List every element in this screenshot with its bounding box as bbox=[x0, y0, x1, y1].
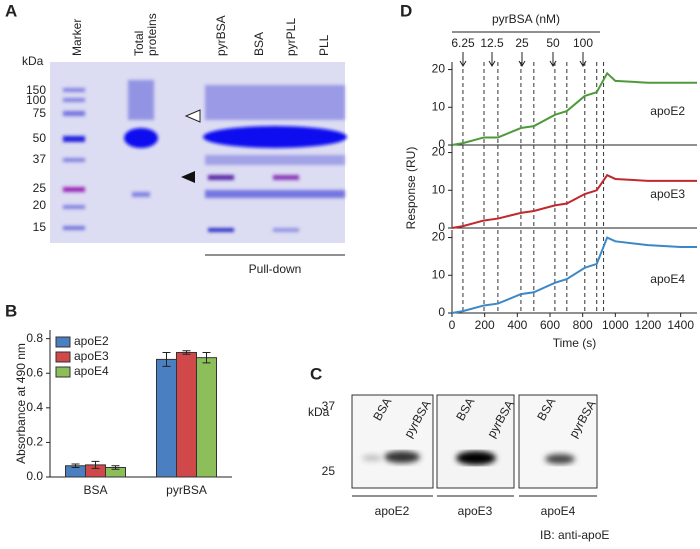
panel-label: A bbox=[5, 1, 17, 20]
conc-label: 6.25 bbox=[451, 36, 475, 50]
lane-label: BSA bbox=[252, 32, 266, 56]
unit-label: kDa bbox=[308, 405, 330, 419]
marker-label: 37 bbox=[322, 399, 336, 413]
conc-header: pyrBSA (nM) bbox=[492, 12, 560, 26]
marker-label: 15 bbox=[33, 220, 47, 234]
y-tick-label: 20 bbox=[432, 145, 446, 159]
y-tick-label: 10 bbox=[432, 267, 446, 281]
gel-bands bbox=[63, 80, 347, 232]
x-tick-label: 800 bbox=[573, 318, 593, 332]
lane-label: pyrPLL bbox=[284, 18, 298, 56]
antibody-label: IB: anti-apoE bbox=[540, 528, 609, 542]
pulldown-label: Pull-down bbox=[249, 262, 302, 276]
marker-label: 20 bbox=[33, 198, 47, 212]
series-label: apoE3 bbox=[650, 187, 685, 201]
marker-label: 25 bbox=[33, 181, 47, 195]
panel-label: D bbox=[400, 1, 412, 20]
conc-label: 100 bbox=[573, 36, 593, 50]
conc-arrow bbox=[518, 52, 526, 67]
legend-label: apoE3 bbox=[74, 349, 109, 363]
unit-label: kDa bbox=[22, 54, 44, 68]
filled-arrow bbox=[181, 171, 195, 183]
marker-label: 37 bbox=[33, 152, 47, 166]
x-tick-label: BSA bbox=[83, 483, 107, 497]
bar bbox=[176, 351, 197, 478]
marker-label: 100 bbox=[26, 93, 46, 107]
marker-label: 150 bbox=[26, 83, 46, 97]
bar bbox=[156, 358, 177, 478]
legend-swatch bbox=[55, 366, 71, 378]
marker-label: 25 bbox=[322, 464, 336, 478]
y-tick-label: 0 bbox=[438, 220, 445, 234]
legend-swatch bbox=[55, 336, 71, 348]
blot-label: apoE2 bbox=[375, 504, 410, 518]
lane-label: proteins bbox=[145, 13, 159, 56]
x-tick-label: 1200 bbox=[635, 318, 662, 332]
conc-label: 25 bbox=[515, 36, 529, 50]
panel-label: C bbox=[310, 364, 322, 383]
y-tick-label: 10 bbox=[432, 99, 446, 113]
marker-label: 50 bbox=[33, 131, 47, 145]
lane-label: pyrBSA bbox=[214, 15, 228, 56]
series-label: apoE2 bbox=[650, 104, 685, 118]
x-tick-label: 0 bbox=[449, 318, 456, 332]
y-tick-label: 0.6 bbox=[26, 365, 43, 379]
conc-arrow bbox=[488, 52, 496, 67]
error-bar bbox=[91, 460, 100, 469]
error-bar bbox=[71, 463, 80, 468]
conc-label: 50 bbox=[546, 36, 560, 50]
bar bbox=[196, 357, 217, 478]
sensorgram bbox=[451, 173, 697, 229]
y-tick-label: 0.0 bbox=[26, 469, 43, 483]
blot-label: apoE3 bbox=[458, 504, 493, 518]
y-tick-label: 0.2 bbox=[26, 435, 43, 449]
x-tick-label: 1400 bbox=[667, 318, 694, 332]
y-axis-label: Absorbance at 490 nm bbox=[14, 343, 28, 464]
x-axis-label: Time (s) bbox=[553, 336, 597, 350]
error-bar bbox=[162, 351, 171, 367]
panel-label: B bbox=[5, 301, 17, 320]
legend-label: apoE4 bbox=[74, 364, 109, 378]
y-tick-label: 0 bbox=[438, 305, 445, 319]
lane-label: PLL bbox=[317, 34, 331, 56]
blot-label: apoE4 bbox=[541, 504, 576, 518]
y-tick-label: 0.4 bbox=[26, 400, 43, 414]
open-arrow bbox=[184, 109, 201, 123]
y-tick-label: 20 bbox=[432, 230, 446, 244]
legend-label: apoE2 bbox=[74, 334, 109, 348]
x-tick-label: 200 bbox=[475, 318, 495, 332]
error-bar bbox=[202, 351, 211, 364]
sensorgram bbox=[451, 236, 697, 314]
series-label: apoE4 bbox=[650, 272, 685, 286]
lane-label: Marker bbox=[70, 19, 84, 56]
sensorgram bbox=[451, 71, 697, 146]
y-axis-label: Response (RU) bbox=[404, 147, 418, 230]
blots bbox=[351, 394, 598, 497]
y-tick-label: 0 bbox=[438, 137, 445, 151]
legend-swatch bbox=[55, 351, 71, 363]
error-bar bbox=[111, 465, 120, 470]
y-tick-label: 0.8 bbox=[26, 331, 43, 345]
marker-label: 75 bbox=[33, 106, 47, 120]
y-tick-label: 20 bbox=[432, 62, 446, 76]
x-tick-label: 600 bbox=[540, 318, 560, 332]
conc-label: 12.5 bbox=[480, 36, 504, 50]
y-tick-label: 10 bbox=[432, 182, 446, 196]
error-bar bbox=[182, 350, 191, 355]
lane-label: Total bbox=[132, 31, 146, 56]
x-tick-label: 1000 bbox=[602, 318, 629, 332]
x-tick-label: 400 bbox=[507, 318, 527, 332]
x-tick-label: pyrBSA bbox=[166, 483, 207, 497]
